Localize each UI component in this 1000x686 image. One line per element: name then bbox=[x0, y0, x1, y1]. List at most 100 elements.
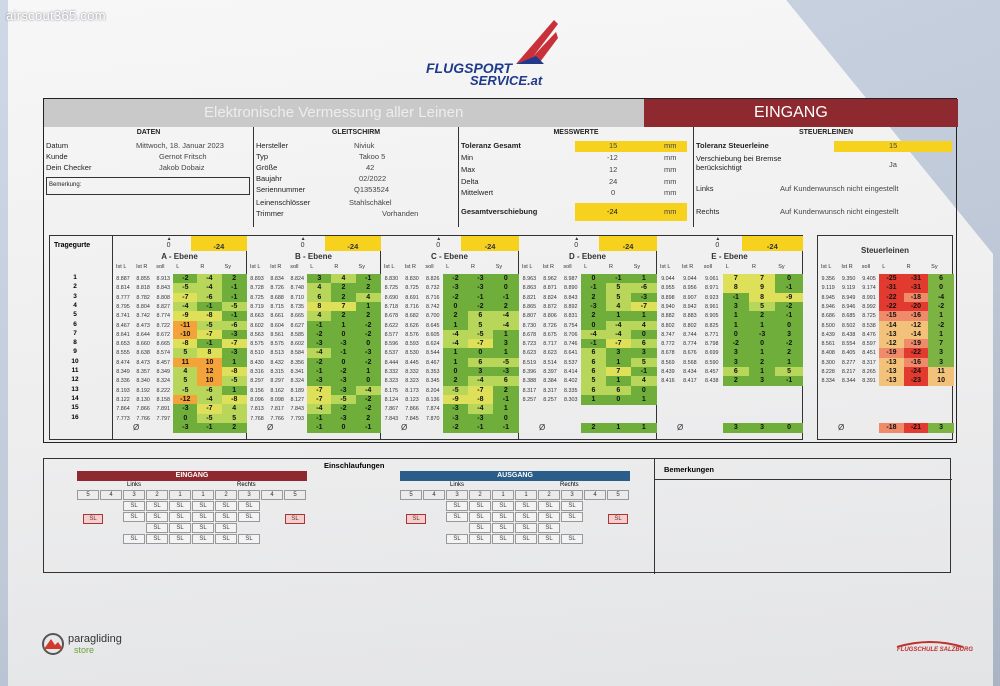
data-row: 8.772 8.774 8.798 -2 0 -2 bbox=[657, 339, 803, 350]
top-value: -24 bbox=[599, 236, 657, 251]
data-cell: 8.189 bbox=[290, 387, 304, 394]
einschlaufung-number: 4 bbox=[100, 490, 122, 500]
data-cell: 8.821 bbox=[522, 294, 537, 301]
sl-cell: SL bbox=[238, 501, 260, 511]
data-cell: 8.991 bbox=[862, 294, 876, 301]
sub-header: Ist L bbox=[660, 264, 671, 270]
data-cell: 8.623 bbox=[522, 350, 537, 357]
sl-cell: SL bbox=[215, 534, 237, 544]
sl-cell: SL bbox=[538, 523, 560, 533]
data-cell: 8.747 bbox=[661, 331, 675, 338]
data-cell: -3 bbox=[467, 283, 493, 294]
data-cell: 0 bbox=[581, 320, 606, 331]
data-cell: 7.843 bbox=[290, 406, 304, 413]
data-cell: 8.826 bbox=[425, 276, 440, 282]
sl-cell: SL bbox=[561, 534, 583, 544]
sub-header-row: Ist L Ist R soll L R Sy bbox=[657, 264, 802, 272]
data-cell: -1 bbox=[197, 301, 222, 312]
triangle-marker: ▲ bbox=[715, 236, 721, 242]
data-cell: -3 bbox=[443, 404, 468, 415]
data-cell: -3 bbox=[307, 376, 332, 387]
data-row: 8.893 8.834 8.824 3 4 -1 bbox=[247, 274, 381, 284]
sub-header: Ist R bbox=[542, 264, 554, 270]
data-cell: 0 bbox=[467, 348, 493, 359]
data-cell: 8.554 bbox=[841, 341, 856, 348]
data-cell: 0 bbox=[331, 329, 356, 340]
sub-header-row: Ist L Ist R soll L R Sy bbox=[519, 264, 656, 272]
sl-red-right: SL bbox=[285, 514, 305, 524]
data-cell: -5 bbox=[443, 385, 468, 396]
data-cell: 8.956 bbox=[683, 285, 697, 292]
data-cell: 11 bbox=[928, 367, 954, 377]
sub-header: Ist R bbox=[841, 264, 853, 270]
average-symbol: Ø bbox=[677, 423, 684, 432]
data-cell: 7.773 bbox=[116, 415, 130, 422]
data-cell: -5 bbox=[221, 376, 247, 387]
data-cell: 7.891 bbox=[156, 406, 170, 413]
data-row: 8.349 8.357 8.349 4 12 -8 bbox=[113, 367, 247, 377]
data-cell: 8.349 bbox=[116, 369, 130, 375]
data-cell: -4 bbox=[443, 339, 468, 350]
data-cell: 8.576 bbox=[405, 331, 419, 338]
data-cell: 8.782 bbox=[136, 294, 150, 301]
max-value: 12 bbox=[609, 165, 618, 174]
data-cell: -31 bbox=[879, 283, 904, 294]
data-cell bbox=[749, 414, 775, 424]
data-cell: -4 bbox=[492, 311, 519, 322]
data-cell: -2 bbox=[443, 274, 468, 284]
data-cell: 8.887 bbox=[116, 276, 130, 282]
data-cell: 8.661 bbox=[270, 313, 284, 320]
data-cell: 8.127 bbox=[290, 396, 304, 403]
data-cell: 8.193 bbox=[116, 387, 130, 394]
flugschule-swoosh-icon bbox=[896, 641, 964, 648]
data-cell: 2 bbox=[775, 348, 803, 359]
data-row: 8.821 8.824 8.843 2 5 -3 bbox=[519, 292, 657, 303]
data-cell: 8.162 bbox=[270, 387, 284, 394]
data-row: 8.730 8.726 8.754 0 -4 4 bbox=[519, 320, 657, 331]
data-cell: -3 bbox=[331, 376, 356, 387]
steuerleinen-info-block: STEUERLEINEN Toleranz Steuerleine 15 Ver… bbox=[694, 127, 958, 227]
einschlaufung-number: 3 bbox=[123, 490, 145, 500]
sum-cell: 0 bbox=[775, 423, 803, 433]
sl-cell: SL bbox=[123, 534, 145, 544]
data-cell: 8.716 bbox=[405, 303, 419, 310]
data-cell: 8.622 bbox=[384, 322, 399, 329]
data-cell: 8.641 bbox=[563, 350, 578, 357]
toleranz-value: 15 bbox=[609, 141, 618, 150]
average-symbol: Ø bbox=[133, 423, 140, 432]
sub-header: R bbox=[608, 264, 613, 270]
sub-header: Sy bbox=[633, 264, 641, 270]
data-cell: 8.774 bbox=[683, 341, 697, 348]
sub-header: L bbox=[725, 264, 729, 270]
sum-cell: 2 bbox=[581, 423, 606, 433]
data-cell: -19 bbox=[903, 339, 929, 350]
min-label: Min bbox=[461, 153, 474, 162]
sl-cell: SL bbox=[446, 512, 468, 522]
sl-cell: SL bbox=[492, 512, 514, 522]
groesse-value: 42 bbox=[366, 163, 375, 172]
data-cell: -2 bbox=[331, 404, 356, 415]
data-cell: 9.174 bbox=[862, 285, 876, 292]
data-row: 8.747 8.744 8.771 0 -3 3 bbox=[657, 329, 803, 340]
data-row: 8.596 8.593 8.624 -4 -7 3 bbox=[381, 339, 519, 350]
data-cell: -9 bbox=[443, 394, 468, 405]
data-cell: 0 bbox=[605, 394, 631, 405]
data-cell: 1 bbox=[355, 301, 381, 312]
sl-red-right: SL bbox=[608, 514, 628, 524]
data-cell: -4 bbox=[307, 404, 332, 415]
data-cell: -1 bbox=[467, 292, 493, 303]
data-cell: 4 bbox=[173, 367, 198, 377]
data-cell: -1 bbox=[722, 292, 749, 303]
data-cell: 8.555 bbox=[116, 350, 130, 357]
data-cell: 8.467 bbox=[116, 322, 130, 329]
data-cell: -1 bbox=[221, 283, 247, 294]
data-cell: 8.865 bbox=[522, 303, 537, 310]
data-cell: 8.438 bbox=[704, 378, 719, 385]
data-cell: 0 bbox=[928, 283, 954, 294]
sum-row: Ø -2 -1 -1 bbox=[381, 423, 519, 434]
data-cell: 6 bbox=[581, 367, 606, 377]
data-cell: 6 bbox=[605, 385, 631, 396]
checker-label: Dein Checker bbox=[46, 163, 92, 172]
data-cell: 8.502 bbox=[841, 322, 856, 329]
